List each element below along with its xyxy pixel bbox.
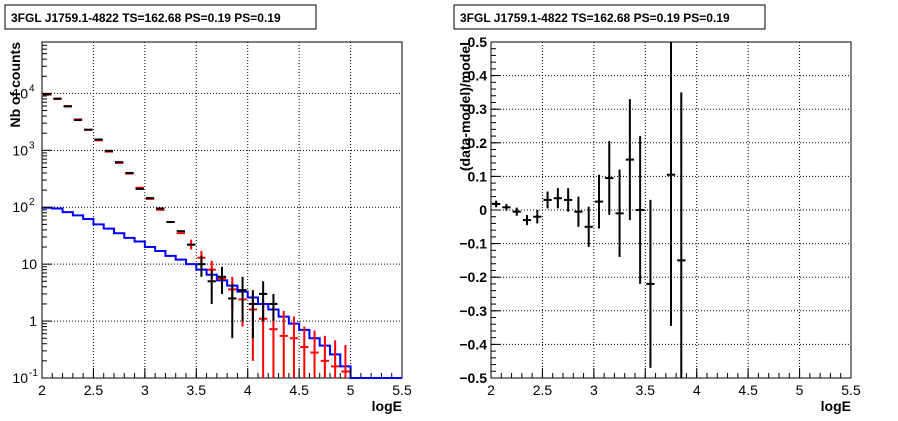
residual-x-tick-label: 5	[796, 382, 804, 398]
counts-y-tick-label: 10	[12, 142, 28, 158]
residual-x-tick-label: 2	[487, 382, 495, 398]
counts-x-tick-label: 4	[244, 382, 252, 398]
counts-x-tick-label: 3	[141, 382, 149, 398]
counts-y-axis-title: Nb of counts	[7, 42, 23, 128]
counts-data	[42, 93, 402, 379]
residual-x-tick-label: 5.5	[841, 382, 861, 398]
residual-y-tick-label: 0.4	[468, 68, 488, 84]
residual-data	[492, 42, 686, 378]
counts-y-tick-exponent: 2	[29, 197, 35, 208]
counts-y-tick-label: 1	[29, 313, 37, 329]
counts-x-tick-label: 4.5	[289, 382, 309, 398]
counts-y-tick-label: 10	[21, 256, 37, 272]
counts-title: 3FGL J1759.1-4822 TS=162.68 PS=0.19 PS=0…	[11, 11, 281, 25]
counts-x-tick-label: 2.5	[84, 382, 104, 398]
residual-y-tick-label: 0	[479, 202, 487, 218]
counts-y-tick-exponent: 4	[29, 83, 35, 94]
residual-y-tick-label: −0.4	[459, 336, 487, 352]
counts-grid	[42, 42, 402, 378]
counts-x-tick-label: 3.5	[187, 382, 207, 398]
residual-y-tick-label: −0.1	[459, 236, 487, 252]
residual-y-tick-label: −0.2	[459, 269, 487, 285]
residual-y-axis-title: (data-model)/model	[457, 42, 473, 171]
residual-y-tick-label: 0.2	[468, 135, 488, 151]
residual-x-tick-label: 4.5	[738, 382, 758, 398]
residual-x-tick-label: 4	[693, 382, 701, 398]
counts-x-tick-label: 2	[38, 382, 46, 398]
counts-y-tick-label: 10	[12, 199, 28, 215]
counts-y-tick-exponent: 3	[29, 140, 35, 151]
residual-y-tick-label: 0.1	[468, 168, 488, 184]
residual-x-tick-label: 3	[590, 382, 598, 398]
residual-panel: 2 2.5 3 3.5 4 4.5 5 5.5 −0.5 −0.4 −0.3 −0.2 −0.1 0 0.1…	[453, 4, 861, 414]
residual-x-tick-label: 2.5	[533, 382, 553, 398]
residual-x-axis-title: logE	[821, 398, 851, 414]
residual-y-tick-label: 0.5	[468, 34, 488, 50]
residual-ticks: 2 2.5 3 3.5 4 4.5 5 5.5 −0.5 −0.4 −0.3 −0.2 −0.1 0 0.1…	[459, 34, 861, 398]
residual-title-box	[453, 4, 766, 30]
counts-x-axis-title: logE	[372, 398, 402, 414]
counts-y-tick-label: 10	[12, 85, 28, 101]
residual-y-tick-label: −0.3	[459, 303, 487, 319]
counts-y-tick-label: 10	[12, 370, 28, 386]
residual-x-tick-label: 3.5	[636, 382, 656, 398]
counts-x-tick-label: 5	[347, 382, 355, 398]
counts-title-box	[4, 4, 317, 30]
counts-x-tick-label: 5.5	[392, 382, 412, 398]
residual-y-tick-label: −0.5	[459, 370, 487, 386]
residual-y-tick-label: 0.3	[468, 101, 488, 117]
counts-y-tick-exponent: -1	[29, 368, 38, 379]
residual-title: 3FGL J1759.1-4822 TS=162.68 PS=0.19 PS=0…	[460, 11, 730, 25]
